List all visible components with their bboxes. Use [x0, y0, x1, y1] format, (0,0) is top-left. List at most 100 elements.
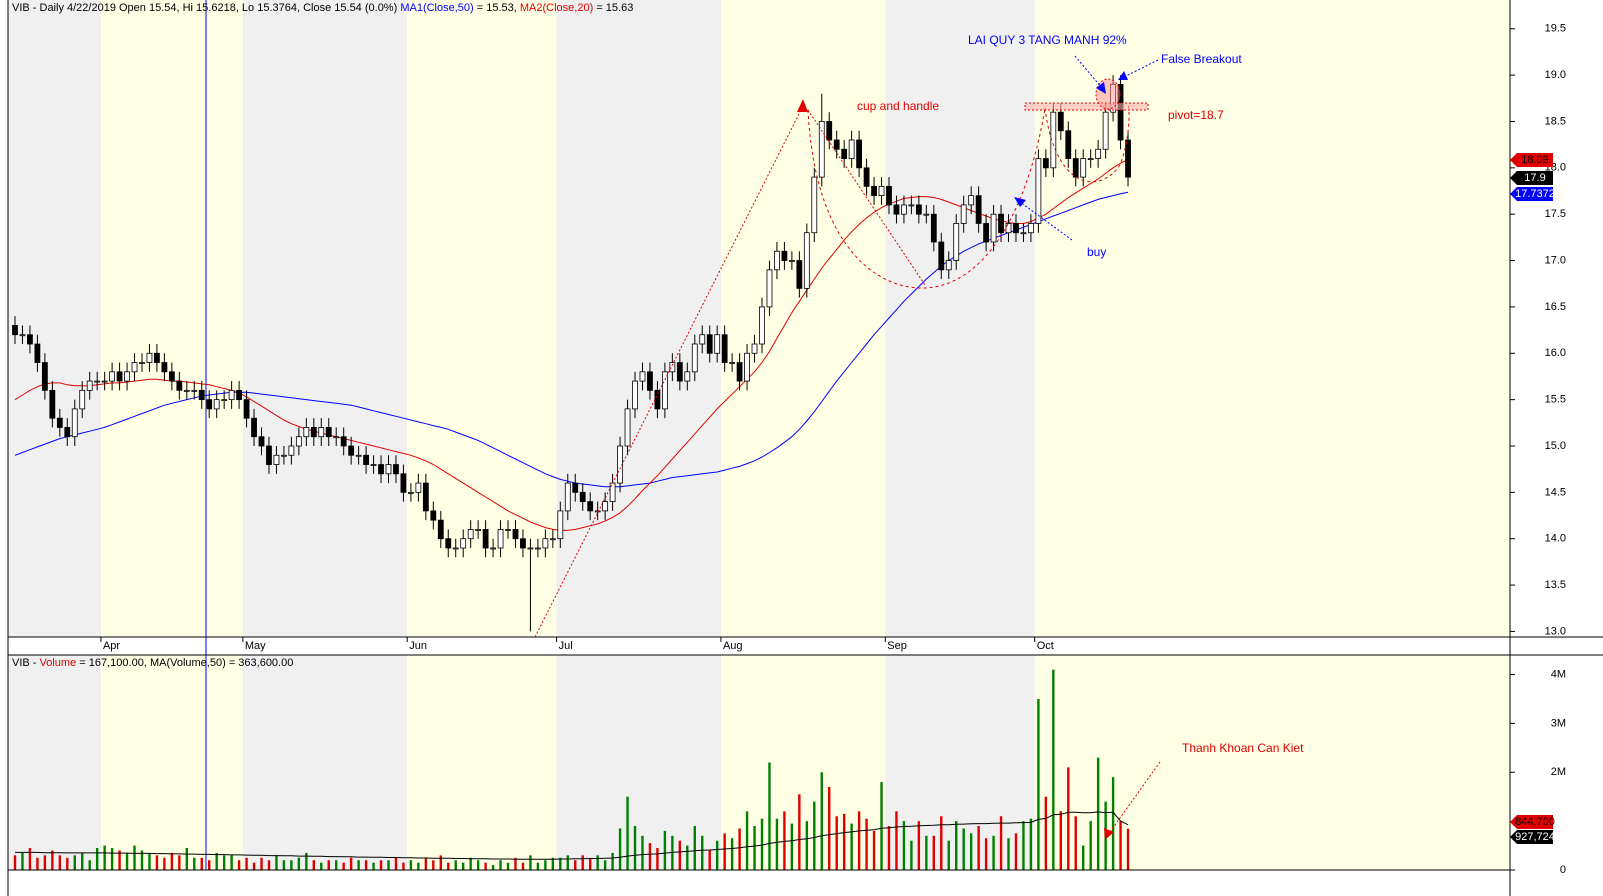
- candle-body: [535, 547, 541, 550]
- volume-bar: [902, 821, 906, 870]
- candle-body: [310, 427, 317, 438]
- volume-bar: [984, 838, 988, 870]
- candle-body: [1117, 83, 1124, 141]
- y-tick-label: 16.5: [1545, 301, 1566, 313]
- volume-bar: [379, 860, 383, 870]
- candle-body: [370, 464, 377, 466]
- volume-bar: [342, 862, 345, 870]
- volume-bar: [424, 857, 428, 870]
- candle-body: [355, 454, 362, 457]
- volume-bar: [738, 828, 741, 870]
- volume-bar: [805, 821, 809, 870]
- ma-line: [14, 159, 1129, 531]
- candle-body: [445, 538, 452, 549]
- y-tick-label: 17.0: [1545, 254, 1566, 266]
- volume-header: VIB - Volume = 167,100.00, MA(Volume,50)…: [12, 657, 293, 669]
- volume-bar: [790, 823, 794, 870]
- volume-bar: [28, 848, 32, 870]
- volume-bar: [469, 857, 472, 870]
- arrow-line: [1074, 55, 1103, 89]
- volume-bar: [835, 816, 838, 870]
- volume-bar: [305, 852, 308, 870]
- candle-body: [1125, 139, 1131, 178]
- y-tick-label: 3M: [1551, 717, 1566, 729]
- candle-body: [669, 362, 676, 373]
- candle-body: [960, 204, 967, 224]
- value-box-label: 18.09: [1521, 154, 1549, 166]
- candle-body: [676, 362, 683, 382]
- volume-bar: [760, 818, 764, 870]
- month-band: [720, 0, 886, 637]
- candle-body: [1065, 130, 1072, 159]
- candle-body: [273, 454, 280, 465]
- value-box-label: 17.7372: [1515, 188, 1555, 200]
- volume-bar: [633, 826, 637, 870]
- candle-body: [938, 241, 945, 271]
- volume-bar: [484, 862, 487, 870]
- volume-bar: [13, 855, 17, 870]
- y-tick-label: 0: [1560, 864, 1566, 876]
- candle-body: [1057, 111, 1064, 132]
- candle-body: [228, 389, 235, 401]
- candle-body: [788, 260, 795, 262]
- candle-body: [549, 538, 556, 541]
- candle-body: [1080, 158, 1087, 178]
- value-box: [1510, 171, 1553, 185]
- y-tick-label: 4M: [1551, 668, 1566, 680]
- arrow-head: [1104, 828, 1114, 840]
- volume-bar: [364, 860, 368, 870]
- volume-bar: [611, 852, 614, 870]
- candle-body: [340, 436, 347, 447]
- candle-body: [751, 343, 758, 354]
- candle-body: [1072, 158, 1079, 178]
- volume-bar: [618, 828, 622, 870]
- month-band: [8, 0, 101, 637]
- ma2-value: = 15.63: [596, 2, 633, 14]
- candle-body: [101, 380, 108, 383]
- volume-bar: [708, 850, 711, 870]
- candle-body: [213, 399, 220, 410]
- drawings: [534, 55, 1161, 840]
- volume-bar: [1089, 821, 1092, 870]
- candle-body: [64, 427, 71, 438]
- candle-body: [826, 121, 833, 141]
- candle-body: [161, 362, 168, 373]
- y-tick-label: 13.5: [1545, 579, 1566, 591]
- volume-bar: [1074, 816, 1077, 870]
- value-box-label: 17.9: [1524, 172, 1545, 184]
- volume-bar: [230, 855, 233, 870]
- candle-body: [437, 519, 444, 540]
- candle-body: [363, 454, 369, 465]
- volume-bar: [439, 855, 442, 870]
- candle-body: [79, 389, 86, 410]
- volume-bar: [327, 860, 330, 870]
- volume-bar: [222, 855, 226, 870]
- volume-bar: [940, 816, 943, 870]
- vol-name: Volume: [40, 657, 77, 669]
- price-header: VIB - Daily 4/22/2019 Open 15.54, Hi 15.…: [12, 2, 633, 14]
- candle-body: [154, 352, 160, 363]
- volume-bar: [118, 850, 121, 870]
- volume-bar: [798, 794, 801, 870]
- candle-body: [236, 389, 243, 401]
- candle-body: [774, 250, 780, 271]
- annotation: pivot=18.7: [1168, 108, 1224, 122]
- candle-body: [86, 380, 93, 391]
- volume-bar: [895, 811, 898, 870]
- value-box: [1510, 187, 1553, 201]
- month-band: [885, 0, 1035, 637]
- candle-body: [512, 529, 519, 540]
- backgrounds: [8, 0, 1510, 870]
- candle-body: [968, 195, 975, 206]
- arrow-head: [1096, 82, 1106, 94]
- volume-bar: [1044, 796, 1048, 870]
- candle-body: [833, 139, 840, 150]
- volume-bar: [596, 855, 599, 870]
- candle-body: [990, 213, 997, 243]
- arrow-head: [797, 99, 808, 112]
- candle-body: [542, 538, 549, 549]
- volume-bar: [447, 862, 450, 870]
- candle-body: [400, 473, 407, 493]
- candle-body: [654, 389, 661, 410]
